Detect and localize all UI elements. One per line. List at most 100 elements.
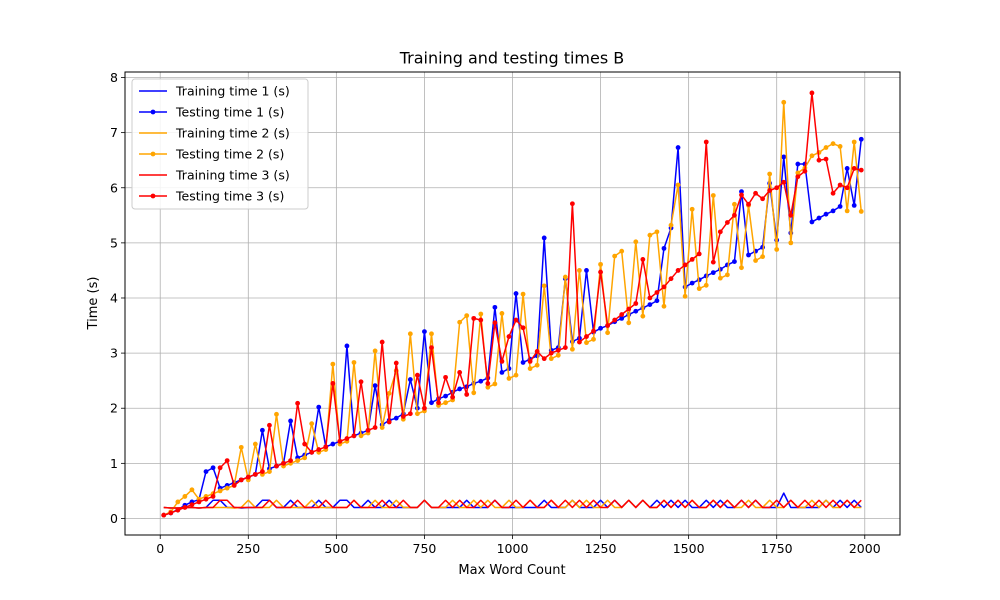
data-point [259, 427, 265, 433]
data-point [485, 384, 491, 390]
data-point [626, 320, 632, 326]
data-point [830, 141, 836, 147]
data-point [203, 469, 209, 475]
data-point [506, 376, 512, 381]
data-point [605, 330, 611, 336]
data-point [548, 356, 554, 362]
data-point [499, 370, 505, 375]
data-point [717, 275, 723, 281]
data-point [295, 400, 301, 406]
data-point [203, 496, 209, 502]
data-point [506, 334, 512, 339]
data-point [443, 400, 448, 406]
data-point [830, 190, 836, 196]
data-point [238, 444, 244, 450]
data-point [851, 139, 857, 145]
data-point [562, 274, 568, 280]
x-tick-label: 1750 [761, 541, 793, 556]
data-point [844, 185, 850, 191]
data-point [605, 323, 611, 328]
y-tick-label: 6 [110, 180, 118, 195]
data-point [689, 206, 695, 212]
x-tick-label: 750 [413, 541, 437, 556]
data-point [555, 352, 561, 358]
series-line [163, 499, 862, 509]
data-point [393, 360, 399, 366]
x-tick-label: 2000 [849, 541, 881, 556]
data-point [703, 139, 709, 145]
data-point [316, 447, 322, 452]
data-point [407, 377, 413, 382]
data-point [633, 308, 639, 314]
data-point [739, 189, 744, 195]
series-line [163, 101, 862, 516]
data-point [443, 374, 448, 380]
data-point [274, 463, 279, 469]
x-tick-label: 0 [156, 541, 164, 556]
data-point [189, 487, 195, 493]
data-point [584, 334, 589, 339]
data-point [774, 247, 780, 252]
data-point [569, 201, 575, 207]
data-point [675, 268, 681, 273]
data-point [781, 154, 787, 160]
data-point [379, 339, 385, 345]
data-point [569, 346, 575, 352]
data-point [358, 433, 364, 439]
data-point [513, 372, 519, 378]
data-point [633, 301, 639, 306]
data-point [809, 219, 815, 225]
data-point [541, 235, 547, 241]
y-tick-label: 0 [110, 511, 118, 526]
data-point [562, 345, 568, 350]
y-tick-label: 3 [110, 346, 118, 361]
data-point [224, 458, 230, 463]
legend-entry: Training time 3 (s) [139, 168, 290, 183]
data-point [809, 153, 815, 159]
data-point [739, 192, 744, 198]
data-point [767, 188, 773, 193]
data-point [781, 99, 787, 105]
data-point [499, 311, 505, 316]
legend-marker [150, 109, 156, 115]
data-point [464, 313, 470, 319]
data-point [661, 284, 667, 290]
data-point [379, 425, 385, 430]
data-point [344, 343, 350, 349]
data-point [351, 360, 357, 365]
legend-marker [150, 151, 156, 157]
data-point [591, 336, 596, 342]
data-point [654, 290, 660, 295]
data-point [647, 302, 653, 307]
data-point [851, 202, 857, 208]
data-point [795, 174, 801, 180]
data-point [654, 229, 660, 235]
data-point [689, 280, 695, 286]
data-point [753, 258, 758, 263]
data-point [541, 356, 547, 362]
data-point [422, 405, 427, 411]
data-point [682, 262, 688, 268]
data-point [344, 436, 350, 441]
data-point [471, 315, 477, 321]
data-point [612, 253, 618, 259]
data-point [837, 144, 843, 149]
data-point [330, 381, 336, 386]
data-point [196, 499, 202, 505]
data-point [252, 471, 258, 477]
y-axis-label: Time (s) [86, 277, 101, 331]
data-point [851, 166, 857, 171]
data-point [245, 474, 251, 480]
data-point [274, 411, 279, 417]
data-point [464, 392, 470, 397]
data-point [732, 201, 737, 207]
data-point [732, 259, 737, 265]
data-point [267, 422, 272, 428]
legend-label: Training time 2 (s) [175, 126, 290, 141]
data-point [823, 145, 829, 150]
data-point [626, 306, 632, 312]
data-point [795, 161, 801, 167]
series-testing-time-3-s [161, 90, 864, 518]
data-point [781, 179, 787, 185]
